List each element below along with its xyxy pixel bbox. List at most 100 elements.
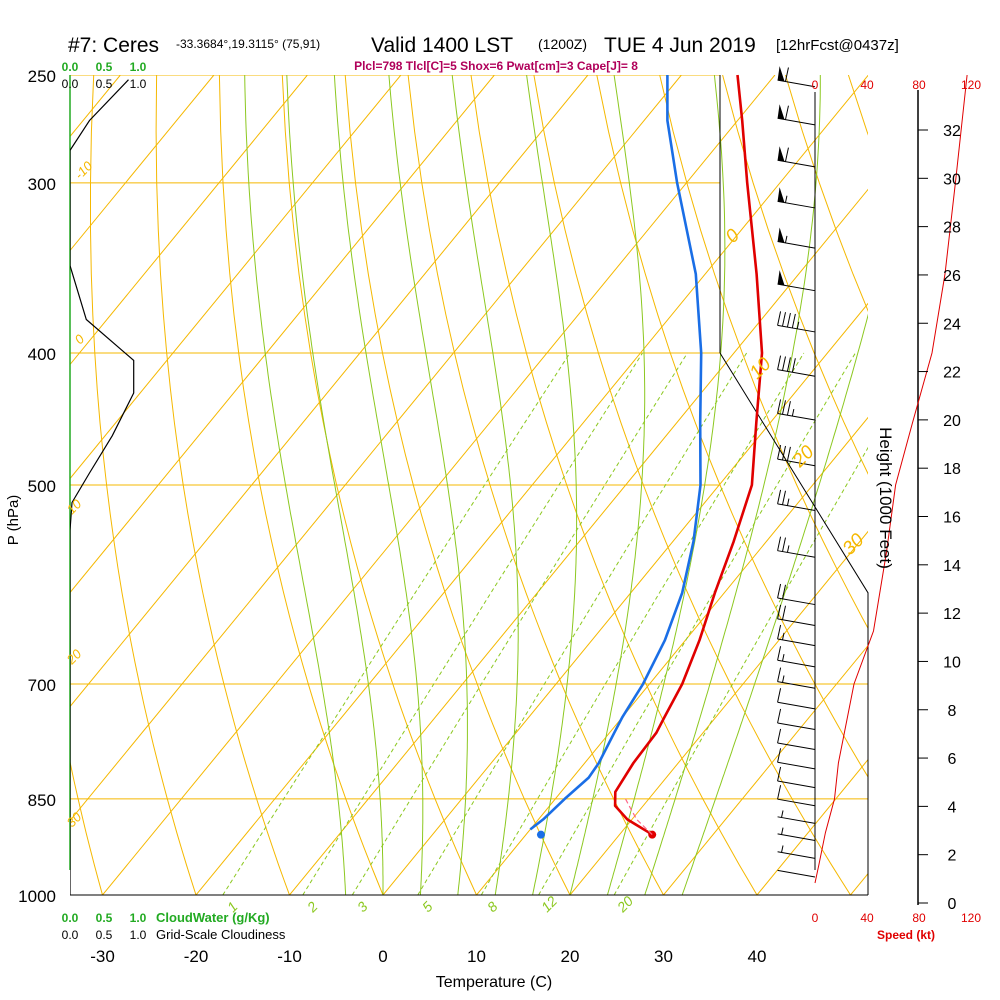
wind-barb-flag bbox=[786, 446, 791, 462]
cloud-scale-tick: 0.0 bbox=[62, 928, 79, 942]
cloud-scale-tick: 0.5 bbox=[96, 77, 113, 91]
speed-tick-label: 40 bbox=[860, 78, 874, 92]
speed-axis-label: Speed (kt) bbox=[877, 928, 935, 942]
wind-barb-staff bbox=[777, 618, 816, 626]
dry-adiabat bbox=[344, 75, 571, 895]
wind-barb-pennant bbox=[777, 270, 785, 286]
cloud-scale-tick: 0.0 bbox=[62, 77, 79, 91]
wind-barb-staff bbox=[777, 550, 816, 558]
temperature-tick-label: -10 bbox=[277, 947, 302, 966]
wind-barb-staff bbox=[777, 659, 816, 668]
dry-adiabat bbox=[0, 75, 9, 895]
dry-adiabat bbox=[407, 75, 664, 895]
wind-barb-half bbox=[786, 498, 790, 506]
height-tick-label: 10 bbox=[943, 654, 961, 671]
wind-barb bbox=[777, 827, 816, 842]
cloud-profile bbox=[70, 79, 135, 895]
pressure-tick-label: 850 bbox=[28, 791, 56, 810]
wind-barb-staff bbox=[777, 761, 816, 770]
mixing-ratio-label: 3 bbox=[354, 898, 371, 915]
wind-barb-flag bbox=[784, 67, 789, 82]
speed-tick-label: 0 bbox=[812, 78, 819, 92]
height-tick-label: 12 bbox=[943, 606, 961, 623]
wind-barb-staff bbox=[777, 503, 816, 511]
pressure-tick-label: 250 bbox=[28, 67, 56, 86]
moist-adiabat bbox=[644, 75, 821, 895]
wind-barb bbox=[777, 104, 816, 126]
wind-barb bbox=[777, 667, 816, 689]
wind-barb-staff bbox=[777, 816, 816, 824]
isotherm-line bbox=[0, 75, 27, 895]
background-grid bbox=[0, 75, 1000, 895]
valid-time: Valid 1400 LST bbox=[371, 34, 513, 57]
dry-adiabat bbox=[470, 75, 758, 895]
wind-barb-pennant bbox=[777, 187, 785, 203]
speed-tick-label: 80 bbox=[912, 78, 926, 92]
mixing-ratio-line bbox=[417, 352, 748, 895]
wind-barb-flag bbox=[782, 400, 786, 415]
pressure-tick-label: 300 bbox=[28, 175, 56, 194]
wind-barb-half bbox=[781, 845, 784, 853]
cloud-scale-tick: 0.0 bbox=[62, 60, 79, 74]
wind-barb-staff bbox=[777, 458, 816, 467]
wind-barb-staff bbox=[777, 851, 816, 859]
wind-barb-flag bbox=[777, 688, 782, 703]
wind-barb-flag bbox=[786, 401, 791, 416]
isotherm-line bbox=[195, 75, 868, 895]
wind-barb bbox=[777, 624, 816, 647]
isotherm-line bbox=[850, 872, 868, 895]
wind-barb bbox=[777, 355, 816, 377]
wind-barb-staff bbox=[777, 742, 816, 751]
wind-barb-flag bbox=[786, 357, 791, 372]
dry-adiabat-label: -10 bbox=[72, 158, 96, 182]
dry-adiabat bbox=[155, 75, 290, 895]
wind-barb-flag bbox=[777, 583, 782, 599]
wind-barb-flag bbox=[782, 356, 786, 371]
dry-adiabat-label: 20 bbox=[788, 441, 819, 472]
wind-barb bbox=[777, 728, 816, 751]
height-tick-label: 22 bbox=[943, 365, 961, 382]
moist-adiabat bbox=[286, 75, 384, 895]
isotherm-line bbox=[70, 75, 402, 480]
sounding-indices: Plcl=798 Tlcl[C]=5 Shox=6 Pwat[cm]=3 Cap… bbox=[354, 59, 638, 73]
wind-barb bbox=[777, 708, 816, 731]
wind-barb-pennant bbox=[777, 66, 785, 82]
surface-dewpoint-point bbox=[536, 830, 545, 839]
temperature-tick-label: 40 bbox=[748, 947, 767, 966]
wind-barb bbox=[777, 399, 816, 421]
wind-barb-staff bbox=[777, 701, 816, 710]
dry-adiabat bbox=[847, 75, 868, 136]
height-tick-label: 16 bbox=[943, 510, 961, 527]
station-title: #7: Ceres bbox=[68, 34, 159, 57]
wind-barb-flag bbox=[782, 490, 786, 505]
wind-barb bbox=[777, 583, 816, 606]
wind-barb-staff bbox=[777, 780, 816, 789]
pressure-tick-label: 400 bbox=[28, 345, 56, 364]
mixing-ratio-line bbox=[538, 352, 856, 895]
wind-barb-staff bbox=[777, 324, 816, 333]
height-axis-label: Height (1000 Feet) bbox=[876, 427, 895, 569]
temperature-tick-label: 10 bbox=[467, 947, 486, 966]
height-tick-label: 32 bbox=[943, 123, 961, 140]
wind-barb-flag bbox=[791, 313, 796, 329]
wind-barb-staff bbox=[777, 117, 816, 126]
moist-adiabat bbox=[569, 75, 646, 895]
speed-tick-label: 120 bbox=[961, 911, 981, 925]
dry-adiabat bbox=[596, 75, 868, 778]
dry-adiabat bbox=[974, 75, 1000, 895]
isotherm-line bbox=[70, 75, 682, 822]
wind-barb bbox=[777, 187, 816, 209]
moist-adiabat bbox=[244, 75, 347, 895]
wind-barb-pennant bbox=[777, 104, 785, 120]
height-tick-label: 18 bbox=[943, 461, 961, 478]
temperature-tick-label: 30 bbox=[654, 947, 673, 966]
mixing-ratio-label: 2 bbox=[303, 898, 321, 916]
dry-adiabat bbox=[911, 75, 1000, 895]
moist-adiabat bbox=[451, 75, 519, 895]
cloud-scale-tick: 1.0 bbox=[130, 911, 147, 925]
temperature-tick-label: 20 bbox=[561, 947, 580, 966]
temperature-tick-label: 0 bbox=[378, 947, 387, 966]
cloud-fraction-line bbox=[70, 79, 135, 895]
wind-barb bbox=[777, 66, 816, 88]
